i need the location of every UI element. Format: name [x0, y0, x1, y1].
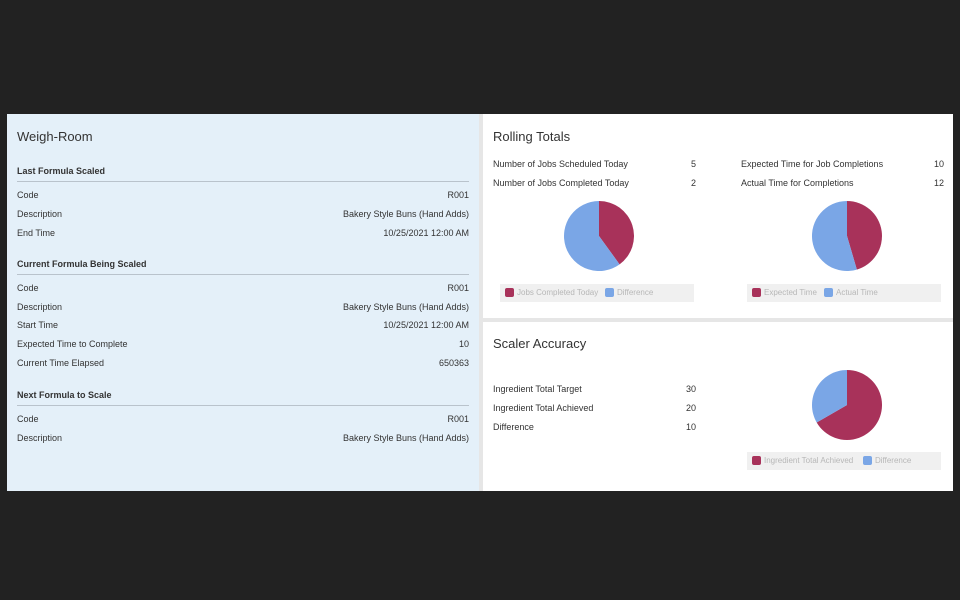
jobs-completed-stat: Number of Jobs Completed Today 2 [493, 178, 696, 192]
legend-item[interactable]: Ingredient Total Achieved [752, 456, 853, 467]
rolling-totals-title: Rolling Totals [493, 129, 571, 144]
field-value: Bakery Style Buns (Hand Adds) [342, 209, 469, 219]
pie-slice-expected-time[interactable] [847, 201, 882, 270]
legend-swatch [863, 456, 872, 465]
ingredient-target-stat: Ingredient Total Target 30 [493, 384, 696, 398]
field-label: End Time [17, 228, 56, 238]
field-value: Bakery Style Buns (Hand Adds) [342, 302, 469, 312]
field-label: Description [17, 302, 63, 312]
legend-label: Ingredient Total Achieved [764, 456, 854, 465]
stat-value: 30 [685, 384, 696, 394]
field-label: Code [17, 190, 39, 200]
divider [17, 405, 469, 406]
accuracy-chart-legend: Ingredient Total Achieved Difference [747, 452, 941, 470]
jobs-chart-legend: Jobs Completed Today Difference [500, 284, 694, 302]
scaler-accuracy-panel: Scaler Accuracy Ingredient Total Target … [483, 322, 953, 491]
stat-label: Ingredient Total Achieved [493, 403, 594, 413]
legend-item[interactable]: Difference [605, 288, 653, 299]
legend-label: Jobs Completed Today [517, 288, 599, 297]
stat-value: 2 [690, 178, 696, 188]
legend-item[interactable]: Actual Time [824, 288, 878, 299]
legend-swatch [752, 288, 761, 297]
field-value: Bakery Style Buns (Hand Adds) [342, 433, 469, 443]
legend-swatch [824, 288, 833, 297]
next-code-row: Code R001 [17, 414, 469, 428]
current-code-row: Code R001 [17, 283, 469, 297]
stat-label: Expected Time for Job Completions [741, 159, 884, 169]
pie-slice-difference[interactable] [812, 370, 847, 423]
pie-slice-difference[interactable] [564, 201, 620, 271]
field-value: 10/25/2021 12:00 AM [383, 320, 469, 330]
field-label: Code [17, 283, 39, 293]
expected-time-stat: Expected Time for Job Completions 10 [741, 159, 944, 173]
stat-label: Ingredient Total Target [493, 384, 582, 394]
stat-label: Number of Jobs Scheduled Today [493, 159, 628, 169]
field-value: R001 [447, 414, 469, 424]
current-description-row: Description Bakery Style Buns (Hand Adds… [17, 302, 469, 316]
legend-label: Actual Time [836, 288, 878, 297]
field-label: Code [17, 414, 39, 424]
stat-value: 20 [685, 403, 696, 413]
field-label: Start Time [17, 320, 59, 330]
legend-swatch [505, 288, 514, 297]
legend-item[interactable]: Expected Time [752, 288, 817, 299]
ingredient-achieved-stat: Ingredient Total Achieved 20 [493, 403, 696, 417]
stat-value: 12 [933, 178, 944, 188]
divider [17, 274, 469, 275]
legend-label: Expected Time [764, 288, 817, 297]
field-value: 10/25/2021 12:00 AM [383, 228, 469, 238]
current-start-time-row: Start Time 10/25/2021 12:00 AM [17, 320, 469, 334]
pie-slice-ingredient-total-achieved[interactable] [816, 370, 882, 440]
accuracy-pie-chart [812, 370, 882, 440]
legend-label: Difference [617, 288, 654, 297]
legend-swatch [605, 288, 614, 297]
field-value: 650363 [438, 358, 469, 368]
weigh-room-panel: Weigh-Room Last Formula Scaled Code R001… [7, 114, 479, 491]
stat-value: 5 [690, 159, 696, 169]
field-label: Expected Time to Complete [17, 339, 128, 349]
legend-swatch [752, 456, 761, 465]
stat-label: Difference [493, 422, 534, 432]
stat-label: Number of Jobs Completed Today [493, 178, 629, 188]
jobs-scheduled-stat: Number of Jobs Scheduled Today 5 [493, 159, 696, 173]
pie-slice-jobs-completed-today[interactable] [599, 201, 634, 265]
field-value: 10 [458, 339, 469, 349]
dashboard: Weigh-Room Last Formula Scaled Code R001… [7, 114, 953, 491]
scaler-accuracy-title: Scaler Accuracy [493, 336, 587, 351]
current-expected-time-row: Expected Time to Complete 10 [17, 339, 469, 353]
stat-value: 10 [933, 159, 944, 169]
time-chart-legend: Expected Time Actual Time [747, 284, 941, 302]
legend-item[interactable]: Difference [863, 456, 911, 467]
last-formula-heading: Last Formula Scaled [17, 166, 106, 176]
field-label: Description [17, 209, 63, 219]
next-description-row: Description Bakery Style Buns (Hand Adds… [17, 433, 469, 447]
field-label: Description [17, 433, 63, 443]
rolling-totals-panel: Rolling Totals Number of Jobs Scheduled … [483, 114, 953, 318]
time-pie-chart [812, 201, 882, 271]
field-value: R001 [447, 283, 469, 293]
current-elapsed-row: Current Time Elapsed 650363 [17, 358, 469, 372]
divider [17, 181, 469, 182]
last-code-row: Code R001 [17, 190, 469, 204]
field-value: R001 [447, 190, 469, 200]
weigh-room-title: Weigh-Room [17, 129, 93, 144]
current-formula-heading: Current Formula Being Scaled [17, 259, 147, 269]
actual-time-stat: Actual Time for Completions 12 [741, 178, 944, 192]
legend-label: Difference [875, 456, 912, 465]
stat-value: 10 [685, 422, 696, 432]
last-end-time-row: End Time 10/25/2021 12:00 AM [17, 228, 469, 242]
next-formula-heading: Next Formula to Scale [17, 390, 112, 400]
ingredient-difference-stat: Difference 10 [493, 422, 696, 436]
stat-label: Actual Time for Completions [741, 178, 854, 188]
pie-slice-actual-time[interactable] [812, 201, 857, 271]
legend-item[interactable]: Jobs Completed Today [505, 288, 598, 299]
jobs-pie-chart [564, 201, 634, 271]
last-description-row: Description Bakery Style Buns (Hand Adds… [17, 209, 469, 223]
field-label: Current Time Elapsed [17, 358, 105, 368]
